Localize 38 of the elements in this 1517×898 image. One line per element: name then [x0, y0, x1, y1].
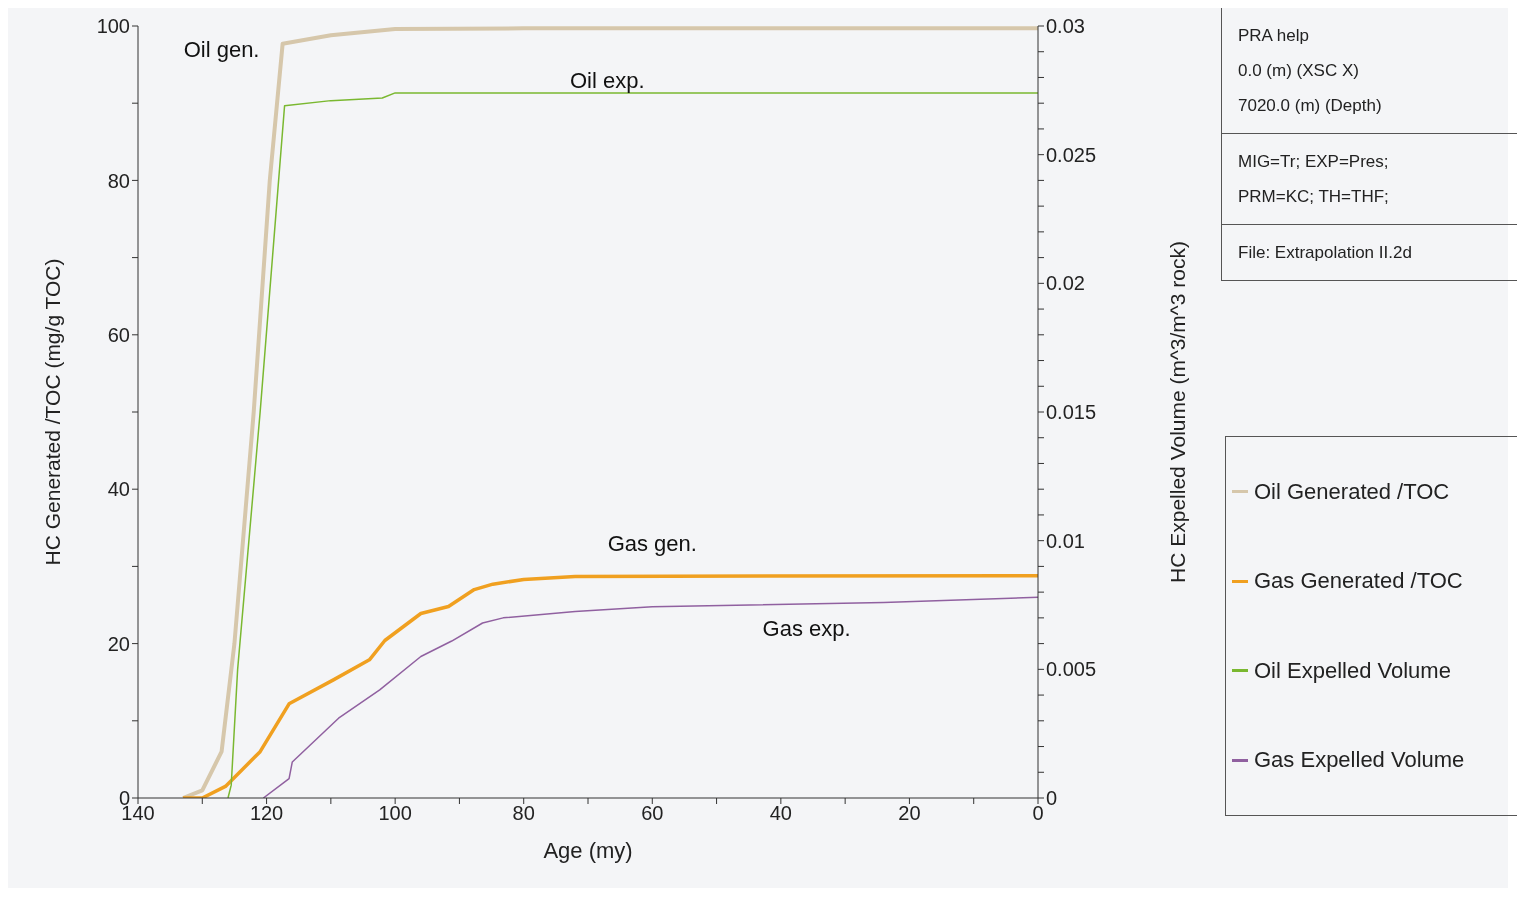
y2-tick-label: 0.03	[1046, 15, 1085, 38]
x-tick-label: 80	[512, 802, 535, 825]
annotation: Gas gen.	[607, 531, 697, 557]
y2-tick-label: 0.015	[1046, 401, 1097, 424]
y-tick-label: 40	[107, 478, 130, 501]
text: File: Extrapolation II.2d	[1238, 242, 1413, 264]
x-tick-label: 100	[378, 802, 412, 825]
x-axis-title: Age (my)	[543, 838, 633, 863]
x-tick-label: 120	[249, 802, 284, 825]
text: PRA help	[1238, 25, 1310, 47]
annotation: Oil gen.	[183, 36, 260, 62]
y2-tick-label: 0	[1046, 787, 1058, 810]
y2-tick-label: 0.01	[1046, 529, 1085, 552]
y2-axis-title: HC Expelled Volume (m^3/m^3 rock)	[1166, 241, 1190, 583]
y2-tick-label: 0.005	[1046, 658, 1097, 681]
y-axis-title: HC Generated /TOC (mg/g TOC)	[41, 258, 65, 566]
y-tick-label: 20	[107, 632, 130, 655]
x-tick-label: 20	[898, 802, 921, 825]
x-tick-label: 40	[769, 802, 792, 825]
y-tick-label: 60	[107, 323, 130, 346]
y2-tick-label: 0.02	[1046, 272, 1085, 295]
text: 0.0 (m) (XSC X)	[1238, 60, 1360, 82]
text: PRM=KC; TH=THF;	[1238, 186, 1390, 208]
legend-label: Gas Generated /TOC	[1254, 568, 1463, 595]
legend-label: Gas Expelled Volume	[1254, 747, 1465, 774]
text: 7020.0 (m) (Depth)	[1238, 95, 1383, 117]
line-series	[262, 596, 1038, 798]
y-tick-label: 80	[107, 169, 130, 192]
line-series	[181, 573, 1038, 798]
text: MIG=Tr; EXP=Pres;	[1238, 151, 1390, 173]
y2-tick-label: 0.025	[1046, 143, 1097, 166]
legend-label: Oil Generated /TOC	[1254, 478, 1450, 505]
x-tick-label: 0	[1032, 802, 1044, 825]
legend-label: Oil Expelled Volume	[1254, 657, 1451, 684]
y-tick-label: 100	[96, 15, 130, 38]
annotation: Gas exp.	[762, 615, 851, 641]
x-tick-label: 60	[641, 802, 664, 825]
annotation: Oil exp.	[569, 67, 645, 93]
